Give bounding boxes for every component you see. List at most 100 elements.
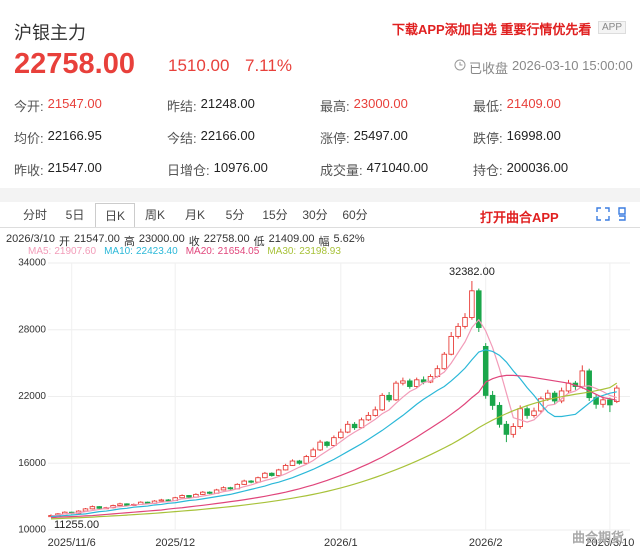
tab[interactable]: 分时 (22, 208, 47, 222)
separator (0, 188, 640, 202)
stat-label: 昨结: (167, 99, 197, 114)
candle-body (158, 499, 165, 502)
toolbar-icons[interactable] (596, 207, 632, 221)
tab[interactable]: 日K (95, 203, 135, 227)
stat: 最高: 23000.00 (320, 96, 408, 115)
x-tick-label: 2025/11/6 (48, 537, 96, 549)
candle-body (476, 290, 482, 328)
candle-body (89, 506, 96, 510)
tab[interactable]: 月K (184, 208, 205, 222)
candle-body (324, 441, 330, 446)
watermark: 曲合期货 (572, 530, 625, 545)
candle-body (448, 335, 454, 355)
candle-body (220, 487, 227, 491)
candle-body (503, 423, 510, 435)
candle-body (510, 426, 517, 435)
candle-body (186, 495, 192, 498)
title: 沪银主力 (14, 23, 86, 43)
stat: 今结: 22166.00 (167, 128, 255, 147)
candle-body (469, 290, 475, 318)
candle-body (248, 480, 254, 483)
candle-body (455, 325, 461, 337)
stat-label: 均价: (14, 131, 44, 146)
ma-line (50, 374, 617, 519)
app-badge[interactable]: APP (598, 21, 627, 34)
legend-value: 21654.05 (217, 246, 260, 257)
tab[interactable]: 60分 (342, 208, 368, 222)
candle-body (179, 495, 185, 499)
candle-body (586, 370, 592, 399)
candle-body (338, 431, 344, 439)
candle-body (482, 345, 489, 396)
info-value: 22758.00 (203, 233, 250, 245)
tab[interactable]: 15分 (262, 208, 288, 222)
y-tick-label: 16000 (18, 458, 46, 469)
candle-body (344, 423, 351, 433)
info-line: 2026/3/10 开 21547.00 高 23000.00 收 22758.00 低 214… (6, 233, 365, 249)
candle-body (275, 469, 282, 476)
legend: MA5: 21907.60 MA10: 22423.40 MA20: 21654.05 MA… (28, 246, 341, 257)
tab[interactable]: 周K (144, 208, 165, 222)
stat-value: 471040.00 (366, 160, 429, 175)
tab-border (0, 227, 640, 228)
candle-body (600, 399, 606, 405)
stat: 涨停: 25497.00 (320, 128, 408, 147)
candle-body (303, 456, 310, 464)
stat-value: 22166.95 (47, 128, 102, 143)
candle-body (489, 394, 496, 406)
y-tick-label: 10000 (18, 525, 46, 536)
ma-line (50, 318, 617, 517)
x-tick-label: 2026/2 (469, 537, 503, 549)
stat-label: 最低: (473, 99, 503, 114)
open-app[interactable]: 打开曲合APP (480, 210, 559, 225)
candle-body (82, 508, 89, 512)
stat-label: 日增仓: (167, 163, 210, 178)
info-label: 收 (188, 236, 200, 248)
max-label: 32382.00 (449, 266, 495, 278)
legend-name: MA5: (28, 246, 52, 257)
stat-label: 成交量: (320, 163, 363, 178)
stat: 昨结: 21248.00 (167, 96, 255, 115)
candle-body (379, 394, 385, 411)
stat-label: 涨停: (320, 131, 350, 146)
stat: 均价: 22166.95 (14, 128, 102, 147)
stat-value: 10976.00 (213, 160, 268, 175)
candle-body (517, 408, 523, 427)
candle-body (524, 408, 530, 416)
legend-item: MA30: 23198.93 (267, 246, 341, 257)
legend-name: MA30: (267, 246, 297, 257)
candle-body (496, 404, 503, 425)
x-tick-label: 2026/3/10 (585, 537, 634, 549)
candle-body (386, 394, 392, 401)
ma-line (50, 382, 618, 520)
change: 1510.00 (168, 56, 230, 75)
min-label: 11255.00 (54, 519, 99, 531)
candle-body (545, 392, 551, 400)
status: 已收盘 (469, 61, 509, 76)
tabs: 分时 5日 日K 周K 月K 5分 15分 30分 60分 (15, 203, 375, 227)
stat-value: 21547.00 (47, 160, 102, 175)
legend-name: MA20: (185, 246, 215, 257)
tab[interactable]: 30分 (302, 208, 328, 222)
legend-value: 22423.40 (135, 246, 178, 257)
candle-body (551, 392, 558, 402)
y-tick-label: 28000 (18, 324, 46, 335)
legend-item: MA10: 22423.40 (104, 246, 178, 257)
y-tick-label: 22000 (18, 391, 46, 402)
stat: 成交量: 471040.00 (320, 160, 428, 179)
tab[interactable]: 5分 (225, 208, 245, 222)
stat: 跌停: 16998.00 (473, 128, 561, 147)
promo[interactable]: 下载APP添加自选 重要行情优先看 (392, 22, 592, 37)
candle-body (262, 472, 268, 479)
candle-body (289, 460, 296, 466)
stat-label: 最高: (320, 99, 350, 114)
tab[interactable]: 5日 (65, 208, 85, 222)
candle-body (565, 382, 572, 392)
stat-value: 16998.00 (506, 128, 561, 143)
candle-body (365, 414, 372, 421)
candle-body (531, 410, 537, 416)
candle-body (296, 460, 303, 464)
candle-body (393, 382, 399, 401)
